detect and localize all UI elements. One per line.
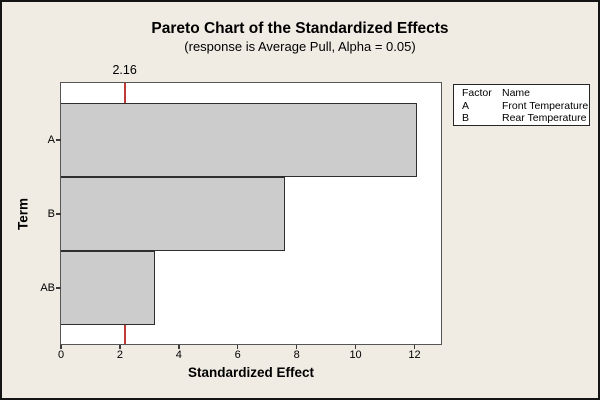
- legend-cell-row0-0: A: [462, 99, 470, 112]
- x-tick-mark: [60, 345, 62, 349]
- plot-area: [60, 82, 442, 345]
- legend-cell-row1-0: B: [462, 112, 470, 124]
- legend-cell-header-0: Factor: [462, 87, 492, 99]
- bar-AB: [61, 251, 156, 325]
- legend-cell-row0-1: Front Temperature: [502, 99, 589, 112]
- bar-A: [61, 103, 418, 177]
- legend-cell-header-1: Name: [502, 87, 531, 99]
- y-tick-label-AB: AB: [40, 281, 55, 294]
- y-tick-mark: [56, 287, 61, 289]
- x-tick-mark: [295, 345, 298, 349]
- x-tick-label-2: 2: [116, 349, 123, 361]
- x-tick-label-4: 4: [175, 349, 182, 361]
- y-tick-label-A: A: [47, 133, 55, 146]
- x-tick-mark: [413, 345, 416, 349]
- x-tick-label-12: 12: [408, 349, 421, 361]
- x-tick-mark: [236, 345, 239, 349]
- legend-header-row: Factor Name: [462, 87, 588, 100]
- x-tick-label-6: 6: [234, 349, 241, 361]
- y-tick-mark: [56, 139, 61, 141]
- legend-row: B Rear Temperature: [462, 112, 588, 125]
- legend-cell-row1-1: Rear Temperature: [502, 112, 587, 124]
- legend-table: Factor Name A Front Temperature B Rear Temper…: [462, 87, 588, 125]
- reference-line-label: 2.16: [112, 63, 137, 77]
- legend-row: A Front Temperature: [462, 100, 588, 113]
- x-tick-label-0: 0: [57, 349, 65, 361]
- x-tick-label-8: 8: [293, 349, 300, 361]
- x-tick-label-10: 10: [349, 349, 362, 361]
- x-axis-title: Standardized Effect: [187, 365, 315, 380]
- chart-title: Pareto Chart of the Standardized Effects: [151, 20, 449, 37]
- x-tick-mark: [178, 345, 180, 349]
- x-tick-mark: [354, 345, 357, 349]
- legend-box: Factor Name A Front Temperature B Rear Temper…: [453, 84, 590, 126]
- x-tick-mark: [119, 345, 121, 349]
- chart-subtitle: (response is Average Pull, Alpha = 0.05): [184, 39, 416, 54]
- bar-B: [61, 177, 285, 251]
- y-tick-mark: [56, 213, 61, 215]
- y-tick-label-B: B: [47, 207, 55, 220]
